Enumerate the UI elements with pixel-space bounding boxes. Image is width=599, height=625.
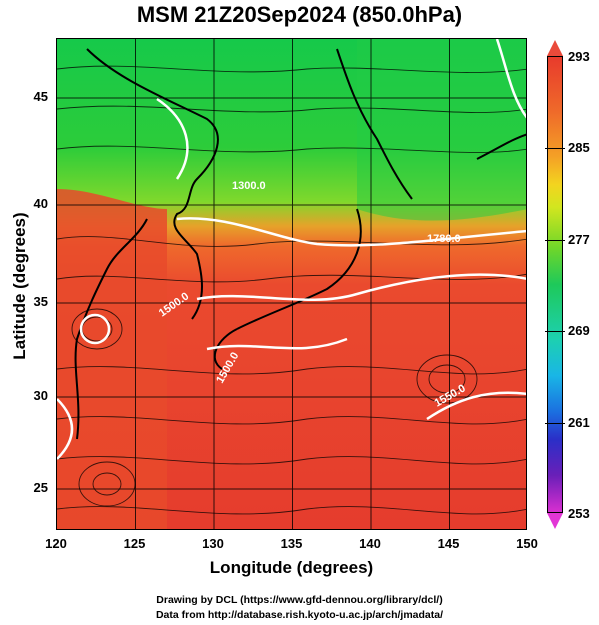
green-cap-east (357, 39, 526, 221)
colorbar-tick-label: 285 (568, 140, 590, 155)
y-tick-label: 40 (33, 196, 48, 211)
contour-label: 1300.0 (232, 180, 266, 192)
warm-tongue-west (57, 189, 167, 529)
x-tick-label: 135 (280, 536, 303, 551)
colorbar-tick-label: 293 (568, 49, 590, 64)
weather-map-svg: 1780.0 1500.0 1500.0 1550.0 1300.0 (57, 39, 526, 529)
y-tick-label: 45 (33, 89, 48, 104)
colorbar-max-triangle (547, 40, 563, 56)
y-tick-label: 25 (33, 480, 48, 495)
y-tick-label: 35 (33, 294, 48, 309)
x-tick-label: 150 (516, 536, 538, 551)
map-plot-area: 1780.0 1500.0 1500.0 1550.0 1300.0 (56, 38, 527, 530)
x-tick-label: 125 (123, 536, 146, 551)
height-contours (57, 39, 526, 460)
coastlines (74, 48, 526, 440)
x-tick-label: 140 (359, 536, 381, 551)
gridlines (57, 39, 526, 529)
x-tick-label: 120 (45, 536, 67, 551)
colorbar-tick (545, 240, 565, 241)
colorbar-tick-label: 269 (568, 323, 590, 338)
colorbar-tick-label: 261 (568, 415, 590, 430)
colorbar-tick (545, 148, 565, 149)
colorbar-tick (545, 423, 565, 424)
colorbar (547, 56, 563, 513)
y-axis-label: Latitude (degrees) (10, 212, 29, 360)
x-tick-label: 130 (202, 536, 224, 551)
map-title: MSM 21Z20Sep2024 (850.0hPa) (136, 2, 463, 27)
y-tick-label: 30 (33, 388, 48, 403)
credit-drawing: Drawing by DCL (https://www.gfd-dennou.o… (156, 594, 443, 606)
contour-label: 1780.0 (427, 233, 461, 245)
colorbar-min-triangle (547, 513, 563, 529)
colorbar-tick-label: 253 (568, 506, 590, 521)
x-axis-label: Longitude (degrees) (209, 558, 374, 577)
x-tick-label: 145 (437, 536, 460, 551)
colorbar-tick (545, 331, 565, 332)
colorbar-tick-label: 277 (568, 232, 590, 247)
streamlines (57, 65, 526, 515)
credit-data: Data from http://database.rish.kyoto-u.a… (155, 609, 444, 621)
